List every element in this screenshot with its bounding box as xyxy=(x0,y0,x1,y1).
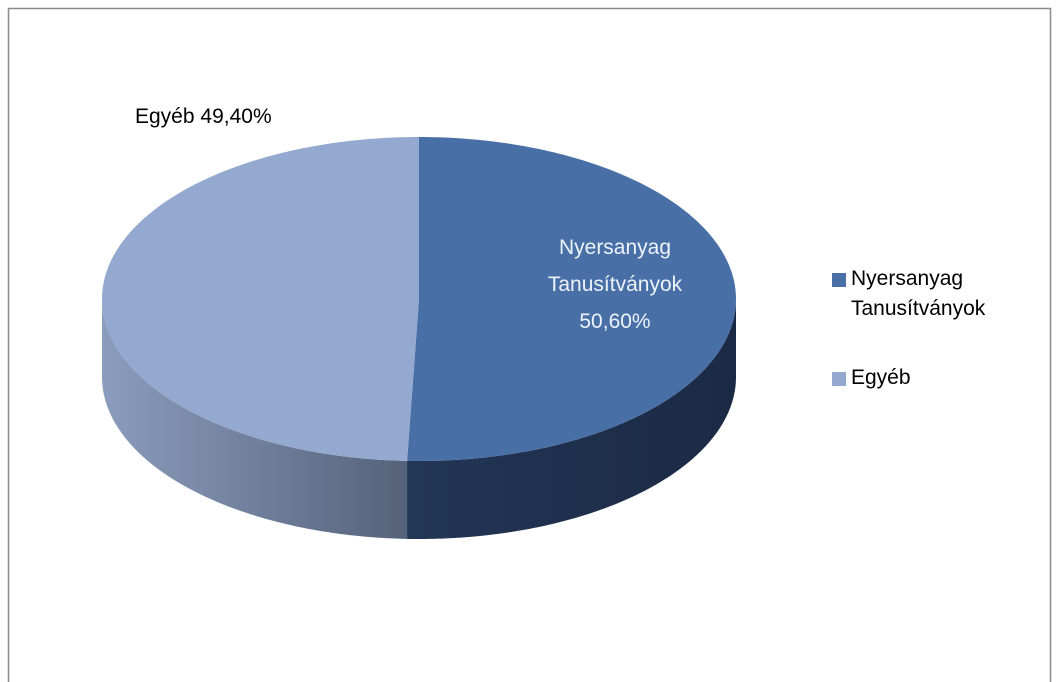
label-value: 50,60% xyxy=(579,310,651,333)
label-value: 49,40% xyxy=(200,105,272,128)
legend-label: Nyersanyag Tanusítványok xyxy=(851,267,986,320)
pie xyxy=(102,137,736,539)
legend-swatch xyxy=(832,273,846,287)
chart-border xyxy=(7,7,1052,682)
inside-label: Nyersanyag Tanusítványok 50,60% xyxy=(510,229,720,340)
slice xyxy=(407,137,736,461)
slice-side xyxy=(102,299,408,539)
legend-item: Nyersanyag Tanusítványok xyxy=(832,264,1021,324)
outside-label: Egyéb 49,40% xyxy=(135,98,272,135)
slice-side xyxy=(407,299,736,539)
label-category: Egyéb xyxy=(135,105,195,128)
legend-swatch xyxy=(832,372,846,386)
slice xyxy=(102,137,420,461)
legend-label: Egyéb xyxy=(851,366,911,389)
legend-item: Egyéb xyxy=(832,363,1021,393)
label-category: Nyersanyag Tanusítványok xyxy=(547,236,683,296)
